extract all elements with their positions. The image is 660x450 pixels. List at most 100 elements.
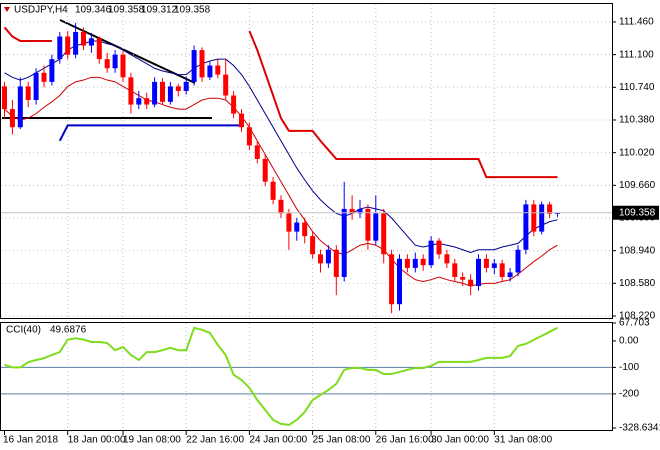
candle-body xyxy=(120,54,126,78)
candle-body xyxy=(539,204,545,232)
candle-body xyxy=(160,81,165,102)
candle-body xyxy=(491,263,497,268)
y-tick-label: 111.100 xyxy=(619,49,654,60)
x-tick-label: 16 Jan 2018 xyxy=(3,435,58,446)
trendline xyxy=(59,19,196,84)
candle-body xyxy=(25,86,31,101)
candle-body xyxy=(318,254,323,264)
candle-body xyxy=(452,263,458,277)
indicator-line xyxy=(3,26,52,43)
y-tick-label: -200 xyxy=(619,389,639,400)
candle-body xyxy=(88,38,94,46)
candle-body xyxy=(349,208,355,214)
price-label-box xyxy=(613,205,659,220)
candle-body xyxy=(215,65,221,75)
candle-body xyxy=(341,208,347,277)
cci-line xyxy=(4,326,558,426)
candle-body xyxy=(73,31,79,55)
x-tick-label: 25 Jan 08:00 xyxy=(313,435,371,446)
candle-body xyxy=(57,36,63,60)
candle-body xyxy=(183,81,189,91)
candle-body xyxy=(112,54,118,69)
candle-body xyxy=(81,31,86,46)
candle-body xyxy=(389,254,395,305)
candle-body xyxy=(49,59,55,82)
price-label: 109.358 xyxy=(619,207,656,218)
candle-body xyxy=(65,36,71,55)
candle-body xyxy=(381,213,387,255)
indicator-line xyxy=(248,30,558,179)
candle-body xyxy=(144,98,150,105)
y-tick-label: 0.00 xyxy=(619,336,639,347)
ohlc-open: 109.346 xyxy=(75,5,112,16)
y-tick-label: -100 xyxy=(619,362,639,373)
candle-body xyxy=(499,263,505,277)
candle-body xyxy=(444,254,450,264)
y-tick-label: 108.580 xyxy=(619,278,656,289)
y-tick-label: 108.220 xyxy=(619,311,656,322)
candle-body xyxy=(2,86,7,110)
candle-body xyxy=(373,213,379,241)
y-tick-label: 110.380 xyxy=(619,115,655,126)
ohlc-high: 109.358 xyxy=(108,5,145,16)
candle-body xyxy=(175,86,181,91)
candle-body xyxy=(325,249,331,264)
candle-body xyxy=(365,208,371,241)
candle-body xyxy=(17,86,23,128)
candle-body xyxy=(104,59,110,69)
candle-body xyxy=(436,240,442,255)
candle-body xyxy=(428,240,434,266)
x-tick-label: 31 Jan 08:00 xyxy=(494,435,552,446)
indicator-line xyxy=(4,40,558,254)
y-tick-label: 111.460 xyxy=(619,17,654,28)
y-tick-label: 110.020 xyxy=(619,147,655,158)
candle-body xyxy=(412,258,418,268)
cci-value: 49.6876 xyxy=(50,325,87,336)
candle-body xyxy=(33,72,39,101)
x-tick-label: 18 Jan 00:00 xyxy=(68,435,126,446)
candle-body xyxy=(302,222,308,237)
candle-body xyxy=(96,38,102,60)
candle-body xyxy=(136,98,142,105)
ohlc-low: 109.312 xyxy=(141,5,178,16)
candle-body xyxy=(207,65,213,78)
candle-body xyxy=(246,127,252,146)
candle-body xyxy=(547,204,553,214)
candle-body xyxy=(9,109,15,128)
x-tick-label: 24 Jan 00:00 xyxy=(249,435,307,446)
cci-title: CCI(40) xyxy=(6,325,41,336)
candle-body xyxy=(507,272,513,277)
candle-body xyxy=(231,95,237,114)
candle-body xyxy=(460,276,466,280)
candle-body xyxy=(476,258,481,287)
indicator-line xyxy=(4,76,558,287)
indicator-line xyxy=(58,124,242,142)
y-tick-label: 67.703 xyxy=(619,318,650,329)
candle-body xyxy=(278,199,284,214)
candle-body xyxy=(294,222,300,232)
candle-body xyxy=(468,279,474,287)
candle-body xyxy=(515,249,521,273)
candle-body xyxy=(404,258,410,268)
candle-body xyxy=(333,249,339,277)
candle-body xyxy=(357,208,363,214)
candle-body xyxy=(531,204,537,232)
candle-body xyxy=(223,74,229,96)
cci-frame xyxy=(0,322,613,431)
candle-body xyxy=(191,50,197,82)
chart-title: USDJPY,H4 xyxy=(14,5,68,16)
candle-body xyxy=(254,145,260,160)
x-tick-label: 22 Jan 16:00 xyxy=(186,435,244,446)
candle-body xyxy=(270,181,276,200)
candle-body xyxy=(262,159,268,182)
candle-body xyxy=(397,258,402,305)
x-tick-label: 30 Jan 00:00 xyxy=(431,435,489,446)
candle-body xyxy=(152,81,158,105)
y-tick-label: -328.6341 xyxy=(619,423,660,434)
y-tick-label: 108.940 xyxy=(619,245,656,256)
candle-body xyxy=(483,258,489,268)
candle-body xyxy=(555,212,560,214)
y-tick-label: 110.740 xyxy=(619,82,655,93)
candle-body xyxy=(199,50,205,78)
